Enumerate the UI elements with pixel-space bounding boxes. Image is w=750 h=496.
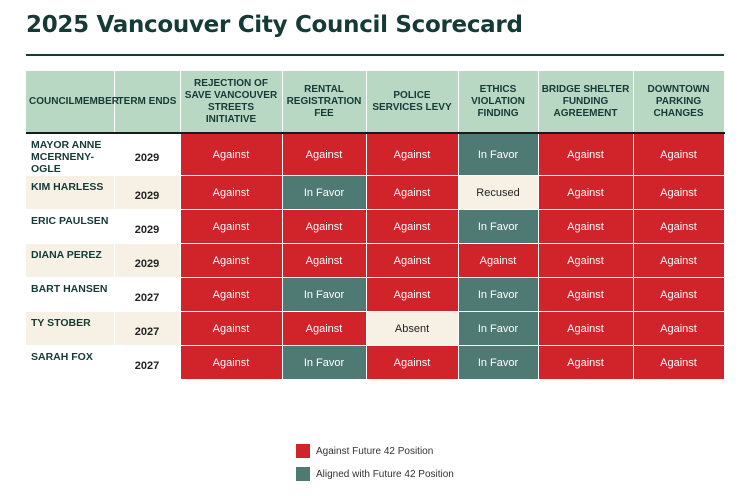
vote-cell: Against [180,277,283,312]
vote-cell: Against [633,133,725,176]
header-row: Councilmember Term Ends Rejection of Sav… [26,71,725,133]
vote-cell: In Favor [458,345,539,380]
page-title: 2025 Vancouver City Council Scorecard [26,12,523,38]
vote-cell: Recused [458,175,539,210]
header-vote-police-levy: Police Services Levy [366,71,459,133]
header-vote-downtown-parking: Downtown Parking Changes [633,71,725,133]
vote-cell: Against [538,209,634,244]
table-row: Mayor Anne McErneny-Ogle 2029 Against Again… [26,133,725,176]
vote-cell: In Favor [282,175,367,210]
vote-cell: In Favor [282,345,367,380]
vote-cell: Against [366,209,459,244]
table-row: Kim Harless 2029 Against In Favor Against Rec… [26,175,725,210]
vote-cell: Against [538,277,634,312]
legend-swatch-against [296,444,310,458]
vote-cell: Against [538,311,634,346]
term-ends-value: 2029 [114,175,181,210]
vote-cell: Against [633,311,725,346]
header-vote-ethics-finding: Ethics Violation Finding [458,71,539,133]
scorecard-table: Councilmember Term Ends Rejection of Sav… [26,71,725,380]
vote-cell: Against [538,133,634,176]
vote-cell: Against [633,175,725,210]
vote-cell: In Favor [458,277,539,312]
term-ends-value: 2027 [114,345,181,380]
legend-item-against: Against Future 42 Position [296,444,454,458]
vote-cell: Against [633,243,725,278]
vote-cell: Against [633,345,725,380]
term-ends-value: 2029 [114,133,181,176]
vote-cell: Against [538,175,634,210]
vote-cell: Against [282,209,367,244]
table-row: Ty Stober 2027 Against Against Absent In Favo… [26,311,725,346]
vote-cell: In Favor [282,277,367,312]
table-row: Bart Hansen 2027 Against In Favor Against In … [26,277,725,312]
vote-cell: Against [366,133,459,176]
vote-cell: In Favor [458,209,539,244]
scorecard-body: Mayor Anne McErneny-Ogle 2029 Against Again… [26,133,725,380]
vote-cell: Against [180,133,283,176]
councilmember-name: Eric Paulsen [26,209,115,244]
term-ends-value: 2029 [114,243,181,278]
vote-cell: Against [633,209,725,244]
header-vote-streets-initiative: Rejection of Save Vancouver Streets Init… [180,71,283,133]
vote-cell: Against [282,311,367,346]
councilmember-name: Bart Hansen [26,277,115,312]
vote-cell: Against [180,345,283,380]
table-row: Sarah Fox 2027 Against In Favor Against In Fa… [26,345,725,380]
legend-item-aligned: Aligned with Future 42 Position [296,467,454,481]
header-term-ends: Term Ends [114,71,181,133]
vote-cell: Against [366,277,459,312]
vote-cell: Against [180,311,283,346]
legend: Against Future 42 Position Aligned with … [296,444,454,490]
vote-cell: Against [538,243,634,278]
vote-cell: Against [366,243,459,278]
vote-cell: Against [366,175,459,210]
title-divider [26,54,724,56]
legend-swatch-aligned [296,467,310,481]
councilmember-name: Diana Perez [26,243,115,278]
header-councilmember: Councilmember [26,71,119,133]
vote-cell: Against [180,209,283,244]
legend-label-against: Against Future 42 Position [316,445,434,457]
table-row: Eric Paulsen 2029 Against Against Against In … [26,209,725,244]
vote-cell: Against [282,133,367,176]
councilmember-name: Ty Stober [26,311,115,346]
vote-cell: Against [538,345,634,380]
term-ends-value: 2027 [114,311,181,346]
councilmember-name: Kim Harless [26,175,115,210]
legend-label-aligned: Aligned with Future 42 Position [316,468,454,480]
vote-cell: Against [282,243,367,278]
vote-cell: Against [458,243,539,278]
vote-cell: In Favor [458,133,539,176]
term-ends-value: 2027 [114,277,181,312]
councilmember-name: Sarah Fox [26,345,115,380]
vote-cell: Against [180,243,283,278]
councilmember-name: Mayor Anne McErneny-Ogle [26,133,115,176]
vote-cell: Against [366,345,459,380]
vote-cell: Against [633,277,725,312]
table-row: Diana Perez 2029 Against Against Against Agai… [26,243,725,278]
vote-cell: Against [180,175,283,210]
header-vote-bridge-shelter: Bridge Shelter Funding Agreement [538,71,634,133]
term-ends-value: 2029 [114,209,181,244]
header-vote-rental-fee: Rental Registration Fee [282,71,367,133]
vote-cell: Absent [366,311,459,346]
vote-cell: In Favor [458,311,539,346]
